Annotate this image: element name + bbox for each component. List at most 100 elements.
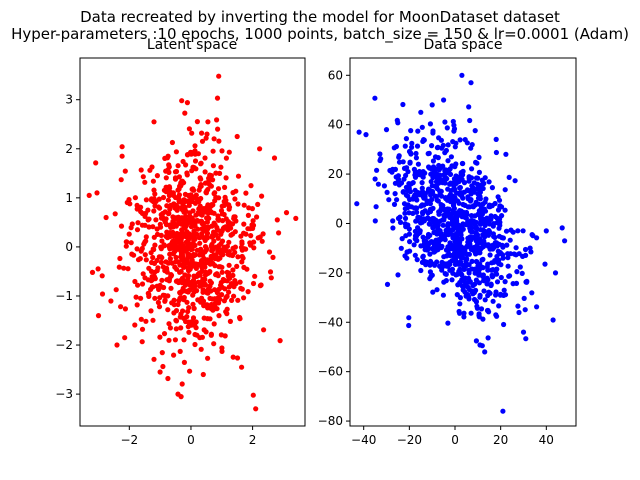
data-space-point [449,266,456,272]
data-space-point [476,272,482,278]
data-space-point [489,260,495,266]
latent-space-point [157,295,163,301]
data-space-point [458,232,464,238]
data-space-point [505,251,511,257]
latent-space-point [204,188,210,194]
data-space-point [464,251,470,257]
latent-space-point [122,168,128,174]
latent-space-point [119,153,125,159]
latent-space-point [151,208,157,214]
latent-space-point [214,117,220,123]
data-space-point [472,281,478,287]
data-space-point [506,174,512,180]
data-space-point [378,156,384,162]
latent-space-point [221,244,227,250]
data-space-point [428,192,434,198]
data-space-point [527,245,533,251]
data-space-point [414,169,420,176]
latent-space-point [171,220,177,226]
latent-space-point [202,155,208,161]
latent-space-point [134,202,140,208]
data-space-point [419,124,425,130]
data-space-point [552,270,559,276]
latent-space-point [173,254,179,260]
latent-space-point [139,222,145,228]
data-space-point [354,201,360,207]
data-space-point [451,126,458,132]
latent-space-point [205,119,211,125]
data-space-point [402,206,408,212]
latent-space-point [250,218,256,224]
data-space-point [404,249,410,255]
latent-space-point [276,230,282,236]
latent-space-point [119,144,125,150]
latent-space-point [184,314,190,320]
latent-space-point [175,301,181,308]
data-space-point [490,246,496,252]
data-space-point [453,161,459,167]
latent-space-point [189,257,195,263]
data-space-point [468,80,474,86]
data-space-point [406,181,412,187]
latent-space-point [166,278,172,284]
latent-space-point [241,230,247,236]
latent-space-point [176,192,182,198]
data-space-point [415,128,421,134]
data-space-point [510,229,516,235]
data-space-point [406,315,412,321]
data-space-point [435,198,441,204]
latent-space-point [159,255,165,261]
latent-space-point [223,294,229,301]
data-space-point [454,292,460,298]
latent-space-point [129,251,135,257]
latent-space-point [226,220,232,226]
data-space-point [413,155,419,161]
data-space-point [390,225,396,231]
latent-space-point [190,301,196,307]
data-space-point [436,135,442,141]
data-space-point [414,257,420,263]
data-space-x-ticks: −40 −20 0 20 40 [351,426,554,447]
data-space-point [363,132,369,138]
latent-space-point [145,207,151,213]
latent-space-point [189,246,195,252]
latent-space-point [142,179,148,185]
latent-space-point [224,269,230,275]
latent-space-point [108,298,114,304]
latent-space-point [152,242,158,248]
latent-space-point [89,269,96,275]
data-space-point [488,216,494,222]
latent-space-point [225,227,231,233]
latent-space-point [216,313,222,319]
data-space-point [494,313,500,319]
latent-space-point [260,231,266,237]
latent-space-point [122,306,128,312]
latent-space-point [166,210,172,216]
data-space-point [476,154,482,160]
data-space-point [485,261,491,267]
data-space-point [468,213,475,219]
data-space-point [415,161,421,167]
latent-space-point [230,221,236,227]
latent-space-point [226,289,232,295]
data-space-point [562,238,568,244]
latent-space-point [143,318,149,324]
latent-space-point [252,273,258,279]
latent-space-point [86,192,92,198]
latent-space-point [253,406,259,412]
data-space-point [428,239,434,245]
latent-space-point [220,276,226,283]
data-space-point [559,225,565,231]
latent-space-point [171,352,177,358]
latent-space-point [215,294,221,301]
latent-space-point [257,146,263,152]
data-space-point [457,266,463,272]
data-space-point [482,276,488,282]
data-space-point [494,240,500,246]
latent-space-point [208,331,214,337]
data-space-point [420,174,426,180]
latent-space-point [223,175,229,181]
data-space-point [428,179,434,185]
data-space-point [489,185,495,191]
data-space-point [520,253,526,259]
